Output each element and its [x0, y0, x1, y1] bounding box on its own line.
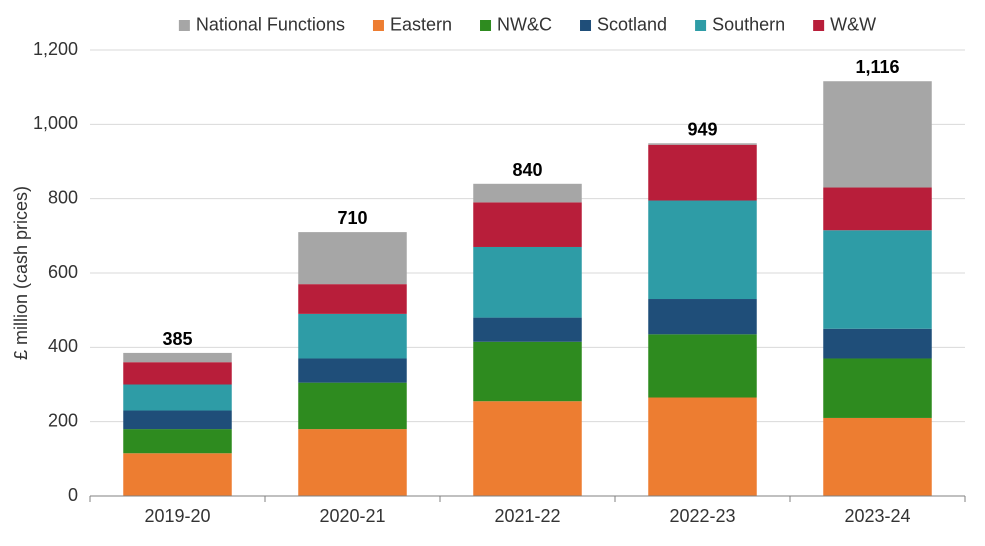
y-tick-label: 600: [48, 262, 78, 282]
bar-total-label: 1,116: [855, 57, 899, 77]
bar-segment: [648, 201, 757, 299]
legend-marker: [580, 20, 591, 31]
bar-total-label: 949: [687, 119, 717, 139]
bar-segment: [473, 342, 582, 401]
bar-segment: [123, 385, 232, 411]
bar-segment: [473, 202, 582, 247]
bar-segment: [473, 401, 582, 496]
legend-marker: [480, 20, 491, 31]
x-tick-label: 2020-21: [319, 506, 385, 526]
bar-segment: [123, 453, 232, 496]
legend-label: NW&C: [497, 14, 552, 34]
bar-segment: [823, 418, 932, 496]
legend-label: W&W: [830, 14, 876, 34]
bar-segment: [298, 358, 407, 382]
bar-segment: [648, 143, 757, 144]
bar-segment: [823, 358, 932, 417]
legend-label: National Functions: [196, 14, 345, 34]
bar-segment: [648, 398, 757, 496]
bar-total-label: 710: [337, 208, 367, 228]
bar-segment: [823, 329, 932, 359]
y-tick-label: 800: [48, 187, 78, 207]
legend-label: Eastern: [390, 14, 452, 34]
x-tick-label: 2022-23: [669, 506, 735, 526]
bar-segment: [823, 230, 932, 328]
bar-segment: [473, 247, 582, 318]
stacked-bar-chart: 0 200 400 600 800 1,000 1,200 £ million (cash p…: [0, 0, 985, 546]
legend-marker: [695, 20, 706, 31]
bar-segment: [298, 429, 407, 496]
legend-label: Scotland: [597, 14, 667, 34]
legend-marker: [179, 20, 190, 31]
chart-container: 0 200 400 600 800 1,000 1,200 £ million (cash p…: [0, 0, 985, 546]
y-tick-label: 1,200: [33, 39, 78, 59]
x-tick-label: 2021-22: [494, 506, 560, 526]
legend-label: Southern: [712, 14, 785, 34]
bar-segment: [298, 232, 407, 284]
bar-segment: [823, 81, 932, 187]
y-axis-label: £ million (cash prices): [11, 186, 31, 360]
legend-marker: [813, 20, 824, 31]
bar-segment: [298, 314, 407, 359]
bar-segment: [123, 411, 232, 430]
bar-total-label: 385: [162, 329, 192, 349]
y-tick-label: 0: [68, 485, 78, 505]
bar-segment: [648, 299, 757, 334]
legend-marker: [373, 20, 384, 31]
bar-segment: [298, 284, 407, 314]
bar-segment: [123, 353, 232, 362]
bar-segment: [123, 362, 232, 384]
y-tick-label: 200: [48, 410, 78, 430]
bar-segment: [473, 318, 582, 342]
bar-segment: [823, 188, 932, 231]
bar-total-label: 840: [512, 160, 542, 180]
bar-segment: [298, 383, 407, 429]
y-tick-label: 1,000: [33, 113, 78, 133]
x-tick-label: 2023-24: [844, 506, 910, 526]
bar-segment: [473, 184, 582, 203]
y-tick-label: 400: [48, 336, 78, 356]
x-tick-label: 2019-20: [144, 506, 210, 526]
bar-segment: [123, 429, 232, 453]
bar-segment: [648, 145, 757, 201]
bar-segment: [648, 334, 757, 397]
